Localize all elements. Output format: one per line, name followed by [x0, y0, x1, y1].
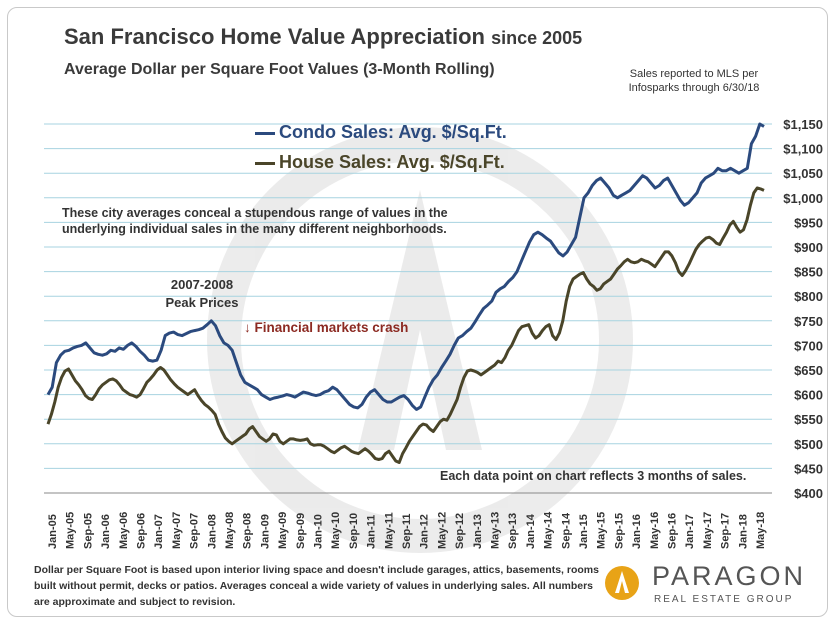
x-tick-label: May-11: [383, 512, 395, 549]
source-note: Sales reported to MLS per Infosparks thr…: [628, 68, 760, 94]
legend-house: House Sales: Avg. $/Sq.Ft.: [255, 152, 505, 173]
x-tick-label: Sep-06: [136, 513, 148, 549]
y-tick-label: $1,100: [783, 142, 823, 157]
title-main: San Francisco Home Value Appreciation: [64, 24, 485, 49]
x-tick-label: Sep-14: [560, 512, 572, 549]
legend-house-label: House Sales: Avg. $/Sq.Ft.: [279, 152, 505, 172]
x-tick-label: May-09: [277, 512, 289, 549]
legend-condo: Condo Sales: Avg. $/Sq.Ft.: [255, 122, 507, 143]
y-axis: $400 $450 $500 $550 $600 $650 $700 $750 $800 $850…: [783, 117, 823, 501]
y-tick-label: $400: [794, 486, 823, 501]
watermark-logo: [207, 127, 633, 553]
x-tick-label: May-07: [171, 512, 183, 549]
x-tick-label: May-13: [490, 512, 502, 549]
x-tick-label: May-15: [596, 512, 608, 549]
x-tick-label: Jan-05: [47, 514, 59, 549]
legend-condo-label: Condo Sales: Avg. $/Sq.Ft.: [279, 122, 507, 142]
condo-series-line: [46, 122, 765, 411]
x-tick-label: Sep-12: [454, 513, 466, 549]
series-lines: [46, 122, 765, 464]
y-tick-label: $850: [794, 265, 823, 280]
chart-frame: [7, 7, 828, 617]
logo-name: PARAGON: [652, 561, 807, 591]
chart-subtitle: Average Dollar per Square Foot Values (3…: [64, 61, 495, 78]
x-tick-label: Jan-06: [100, 514, 112, 549]
y-tick-label: $600: [794, 388, 823, 403]
x-tick-label: Jan-10: [313, 514, 325, 549]
x-tick-label: May-16: [649, 512, 661, 549]
logo-mark: [615, 571, 629, 593]
x-tick-label: Sep-13: [507, 513, 519, 549]
title-since: since 2005: [491, 28, 583, 48]
house-series-line: [46, 186, 765, 464]
x-tick-label: May-17: [702, 512, 714, 549]
x-tick-label: Sep-09: [295, 513, 307, 549]
x-tick-label: Jan-11: [366, 515, 378, 549]
grid-lines: [44, 123, 772, 494]
x-tick-label: Sep-10: [348, 513, 360, 549]
y-tick-label: $650: [794, 363, 823, 378]
x-tick-label: May-14: [543, 511, 555, 549]
legend-condo-swatch: [255, 131, 275, 135]
x-tick-label: Jan-13: [472, 514, 484, 549]
x-tick-label: Jan-17: [684, 514, 696, 549]
legend-house-swatch: [255, 161, 275, 165]
y-tick-label: $1,050: [783, 166, 823, 181]
y-tick-label: $700: [794, 338, 823, 353]
x-tick-label: Sep-11: [401, 514, 413, 549]
y-tick-label: $800: [794, 289, 823, 304]
y-tick-label: $1,000: [783, 191, 823, 206]
x-tick-label: May-18: [755, 512, 767, 549]
x-tick-label: May-12: [436, 512, 448, 549]
x-tick-label: Sep-17: [720, 513, 732, 549]
x-tick-label: Sep-07: [189, 513, 201, 549]
x-tick-label: Jan-08: [206, 514, 218, 549]
y-tick-label: $450: [794, 461, 823, 476]
y-tick-label: $550: [794, 412, 823, 427]
x-tick-label: Sep-05: [82, 513, 94, 549]
peak-label: 2007-2008 Peak Prices: [165, 277, 239, 310]
x-tick-label: Jan-09: [259, 514, 271, 549]
y-tick-label: $1,150: [783, 117, 823, 132]
x-tick-label: Sep-08: [242, 513, 254, 549]
paragon-logo-icon: [605, 566, 639, 600]
footer-disclaimer: Dollar per Square Foot is based upon int…: [34, 564, 599, 608]
x-tick-label: Jan-15: [578, 514, 590, 549]
x-tick-label: May-06: [118, 512, 130, 549]
x-tick-label: Sep-15: [613, 513, 625, 549]
page-title: San Francisco Home Value Appreciation si…: [64, 24, 582, 50]
x-tick-label: May-08: [224, 512, 236, 549]
datapoint-note: Each data point on chart reflects 3 mont…: [440, 469, 747, 483]
y-tick-label: $750: [794, 314, 823, 329]
y-tick-label: $500: [794, 437, 823, 452]
x-tick-label: Jan-14: [525, 513, 537, 549]
x-tick-label: Jan-18: [737, 514, 749, 549]
x-tick-label: Jan-07: [153, 514, 165, 549]
x-tick-label: May-10: [330, 512, 342, 549]
x-tick-label: Sep-16: [667, 513, 679, 549]
y-tick-label: $950: [794, 215, 823, 230]
x-axis: Jan-05 May-05 Sep-05 Jan-06 May-06 Sep-06 Jan-…: [47, 511, 767, 549]
x-tick-label: Jan-16: [631, 514, 643, 549]
x-tick-label: May-05: [65, 512, 77, 549]
logo-subtitle: REAL ESTATE GROUP: [654, 594, 794, 605]
y-tick-label: $900: [794, 240, 823, 255]
range-note: These city averages conceal a stupendous…: [62, 206, 448, 236]
x-tick-label: Jan-12: [419, 514, 431, 549]
crash-label: ↓ Financial markets crash: [244, 320, 409, 335]
